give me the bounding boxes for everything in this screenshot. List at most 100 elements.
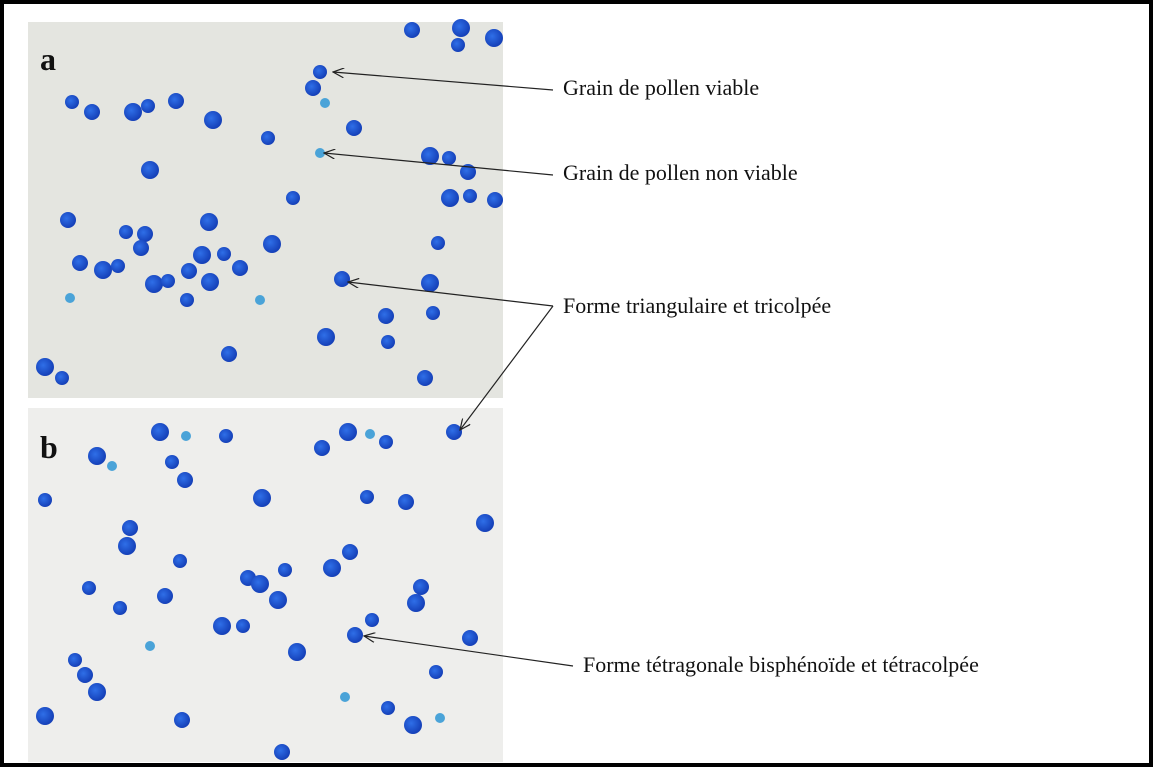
pollen-viable	[314, 440, 330, 456]
pollen-viable	[113, 601, 127, 615]
pollen-viable	[278, 563, 292, 577]
pollen-viable	[452, 19, 470, 37]
pollen-viable	[441, 189, 459, 207]
pollen-non-viable	[315, 148, 325, 158]
pollen-non-viable	[255, 295, 265, 305]
pollen-viable	[72, 255, 88, 271]
annotation: Grain de pollen viable	[563, 75, 759, 100]
pollen-viable	[68, 653, 82, 667]
pollen-viable	[65, 95, 79, 109]
pollen-viable	[429, 665, 443, 679]
pollen-viable	[379, 435, 393, 449]
pollen-viable	[173, 554, 187, 568]
pollen-viable	[151, 423, 169, 441]
pollen-viable	[404, 22, 420, 38]
pollen-viable	[181, 263, 197, 279]
pollen-viable	[446, 424, 462, 440]
pollen-viable	[88, 447, 106, 465]
pollen-viable	[219, 429, 233, 443]
pollen-viable	[462, 630, 478, 646]
pollen-viable	[317, 328, 335, 346]
pollen-viable	[487, 192, 503, 208]
pollen-viable	[346, 120, 362, 136]
pollen-viable	[476, 514, 494, 532]
pollen-viable	[38, 493, 52, 507]
pollen-non-viable	[107, 461, 117, 471]
pollen-viable	[204, 111, 222, 129]
pollen-non-viable	[65, 293, 75, 303]
pollen-viable	[221, 346, 237, 362]
pollen-viable	[342, 544, 358, 560]
pollen-viable	[217, 247, 231, 261]
pollen-viable	[145, 275, 163, 293]
pollen-viable	[236, 619, 250, 633]
pollen-viable	[122, 520, 138, 536]
pollen-viable	[339, 423, 357, 441]
pollen-viable	[323, 559, 341, 577]
pollen-viable	[177, 472, 193, 488]
pollen-viable	[347, 627, 363, 643]
pollen-viable	[360, 490, 374, 504]
pollen-viable	[84, 104, 100, 120]
pollen-viable	[398, 494, 414, 510]
pollen-viable	[141, 161, 159, 179]
pollen-viable	[213, 617, 231, 635]
pollen-viable	[201, 273, 219, 291]
pollen-viable	[232, 260, 248, 276]
pollen-viable	[77, 667, 93, 683]
pollen-viable	[36, 707, 54, 725]
pollen-non-viable	[145, 641, 155, 651]
pollen-viable	[55, 371, 69, 385]
pollen-viable	[404, 716, 422, 734]
annotation: Grain de pollen non viable	[563, 160, 798, 185]
pollen-viable	[263, 235, 281, 253]
pollen-viable	[485, 29, 503, 47]
pollen-viable	[365, 613, 379, 627]
pollen-viable	[421, 274, 439, 292]
panel-label: a	[40, 41, 56, 77]
pollen-viable	[60, 212, 76, 228]
pollen-viable	[431, 236, 445, 250]
pollen-viable	[124, 103, 142, 121]
pollen-viable	[200, 213, 218, 231]
pollen-viable	[141, 99, 155, 113]
pollen-viable	[161, 274, 175, 288]
pollen-viable	[118, 537, 136, 555]
pollen-viable	[334, 271, 350, 287]
pollen-viable	[36, 358, 54, 376]
pollen-viable	[168, 93, 184, 109]
pollen-non-viable	[340, 692, 350, 702]
pollen-viable	[193, 246, 211, 264]
pollen-viable	[451, 38, 465, 52]
pollen-viable	[286, 191, 300, 205]
pollen-viable	[111, 259, 125, 273]
pollen-viable	[378, 308, 394, 324]
pollen-viable	[88, 683, 106, 701]
pollen-viable	[381, 701, 395, 715]
pollen-viable	[305, 80, 321, 96]
pollen-viable	[288, 643, 306, 661]
pollen-viable	[381, 335, 395, 349]
pollen-viable	[313, 65, 327, 79]
pollen-non-viable	[181, 431, 191, 441]
pollen-non-viable	[320, 98, 330, 108]
panel-label: b	[40, 429, 58, 465]
pollen-viable	[269, 591, 287, 609]
pollen-non-viable	[435, 713, 445, 723]
pollen-viable	[165, 455, 179, 469]
pollen-viable	[82, 581, 96, 595]
pollen-viable	[426, 306, 440, 320]
pollen-viable	[253, 489, 271, 507]
pollen-viable	[417, 370, 433, 386]
pollen-viable	[157, 588, 173, 604]
pollen-non-viable	[365, 429, 375, 439]
pollen-viable	[251, 575, 269, 593]
pollen-viable	[133, 240, 149, 256]
pollen-viable	[261, 131, 275, 145]
pollen-viable	[274, 744, 290, 760]
pollen-viable	[137, 226, 153, 242]
figure: a b Grain de pollen viable Grain de poll…	[0, 0, 1153, 767]
pollen-viable	[180, 293, 194, 307]
pollen-viable	[94, 261, 112, 279]
pollen-viable	[413, 579, 429, 595]
